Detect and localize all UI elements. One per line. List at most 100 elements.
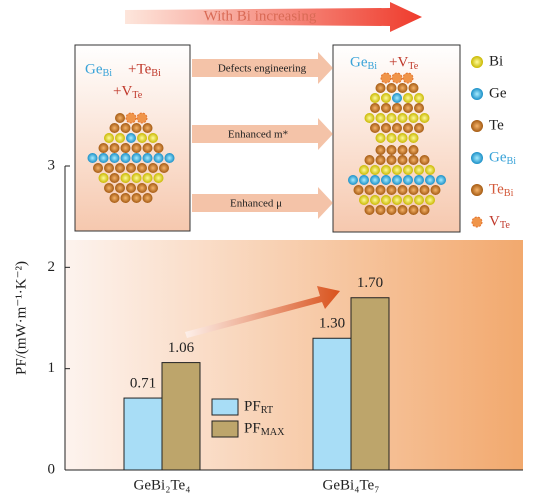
atom [398, 155, 408, 165]
atom [99, 153, 109, 163]
atom [126, 163, 136, 173]
atom [359, 165, 369, 175]
atom [104, 183, 114, 193]
x-tick-label: GeBi₂Te₄ [134, 477, 191, 493]
atom [420, 113, 430, 123]
atom [381, 165, 391, 175]
y-axis-label: PF/(mW·m⁻¹·K⁻²) [13, 261, 29, 375]
atom [398, 113, 408, 123]
atom [414, 195, 424, 205]
atom [148, 183, 158, 193]
atom [398, 133, 408, 143]
atom [398, 185, 408, 195]
atom [398, 205, 408, 215]
atom [387, 83, 397, 93]
atom [132, 173, 142, 183]
atom [403, 175, 413, 185]
inset-diagram: With Bi increasing GeBi +TeBi +VTe GeBi … [75, 2, 516, 232]
bar [162, 363, 200, 470]
atom [143, 193, 153, 203]
atom [409, 155, 419, 165]
atom [121, 193, 131, 203]
atom [420, 205, 430, 215]
value-label: 1.30 [319, 316, 345, 332]
atom [387, 205, 397, 215]
atom [154, 173, 164, 183]
atom [143, 153, 153, 163]
process-label: Defects engineering [218, 63, 307, 75]
atom [99, 143, 109, 153]
atom [376, 145, 386, 155]
atom [143, 143, 153, 153]
atom [110, 173, 120, 183]
atom [370, 93, 380, 103]
atom-legend-label: TeBi [489, 181, 514, 199]
atom [143, 173, 153, 183]
atom [376, 205, 386, 215]
atom [409, 83, 419, 93]
value-label: 1.06 [168, 340, 195, 356]
atom [88, 153, 98, 163]
atom [414, 165, 424, 175]
legend-swatch [212, 421, 238, 437]
atom [376, 113, 386, 123]
atom [420, 155, 430, 165]
atom [392, 123, 402, 133]
x-tick-label: GeBi₄Te₇ [323, 477, 380, 493]
atom [99, 173, 109, 183]
atom [121, 173, 131, 183]
value-label: 1.70 [357, 275, 383, 291]
process-label: Enhanced μ [230, 198, 282, 210]
legend-swatch [212, 399, 238, 415]
atom [387, 113, 397, 123]
atom [403, 123, 413, 133]
atom [115, 113, 125, 123]
atom [93, 163, 103, 173]
atom [148, 133, 158, 143]
atom [132, 153, 142, 163]
atom [376, 133, 386, 143]
atom [403, 103, 413, 113]
atom [381, 103, 391, 113]
atom [104, 133, 114, 143]
atom [381, 175, 391, 185]
atom [403, 195, 413, 205]
atom [121, 123, 131, 133]
atom [365, 113, 375, 123]
atom [126, 183, 136, 193]
atom [354, 185, 364, 195]
atom [376, 185, 386, 195]
chart: With Bi increasing GeBi +TeBi +VTe GeBi … [0, 0, 535, 497]
atom [370, 165, 380, 175]
atom [392, 175, 402, 185]
atom [359, 195, 369, 205]
atom [414, 175, 424, 185]
atom [370, 123, 380, 133]
atom [387, 145, 397, 155]
atom-legend-label: Bi [489, 53, 503, 69]
atom [425, 195, 435, 205]
atom [370, 175, 380, 185]
bar [124, 398, 162, 470]
bar [313, 338, 351, 470]
atom [425, 175, 435, 185]
atom [137, 133, 147, 143]
atom-legend-label: VTe [489, 213, 510, 231]
atom [376, 83, 386, 93]
atom [154, 143, 164, 153]
atom [126, 133, 136, 143]
y-tick-label: 0 [48, 461, 56, 477]
atom [403, 93, 413, 103]
y-tick-label: 1 [48, 360, 56, 376]
atom [403, 165, 413, 175]
atom [414, 103, 424, 113]
atom [398, 83, 408, 93]
atom [471, 152, 483, 164]
atom [104, 163, 114, 173]
atom [425, 165, 435, 175]
atom [110, 153, 120, 163]
atom [409, 145, 419, 155]
atom [359, 175, 369, 185]
atom [471, 120, 483, 132]
atom-legend-label: Te [489, 117, 504, 133]
